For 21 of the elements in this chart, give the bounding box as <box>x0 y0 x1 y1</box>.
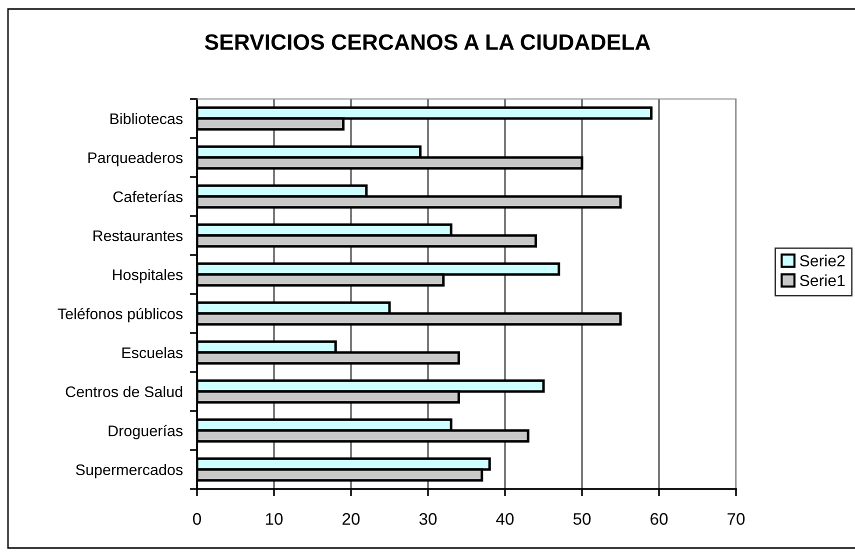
x-tick-label: 40 <box>496 513 514 525</box>
x-tick-label: 30 <box>419 513 437 525</box>
x-tick-label: 0 <box>193 513 201 525</box>
y-tick-label: Restaurantes <box>94 230 183 242</box>
x-tick-label: 20 <box>342 513 360 525</box>
legend-label: Serie2 <box>800 254 845 266</box>
y-tick-label: Bibliotecas <box>110 112 183 124</box>
y-tick-label: Hospitales <box>113 268 183 284</box>
y-tick-label: Cafeterías <box>113 190 183 202</box>
chart-title: SERVICIOS CERCANOS A LA CIUDADELA <box>204 34 650 50</box>
x-tick-label: 70 <box>728 513 745 525</box>
x-tick-label: 10 <box>266 513 283 525</box>
legend-label: Serie1 <box>800 274 845 286</box>
y-tick-label: Supermercados <box>76 464 183 478</box>
y-tick-label: Parqueaderos <box>88 152 183 166</box>
x-tick-label: 60 <box>650 513 668 525</box>
y-tick-label: Escuelas <box>122 346 183 358</box>
y-tick-label: Teléfonos públicos <box>58 308 183 322</box>
y-tick-label: Centros de Salud <box>66 386 182 398</box>
x-tick-label: 50 <box>573 513 591 525</box>
y-tick-label: Droguerías <box>108 424 183 440</box>
